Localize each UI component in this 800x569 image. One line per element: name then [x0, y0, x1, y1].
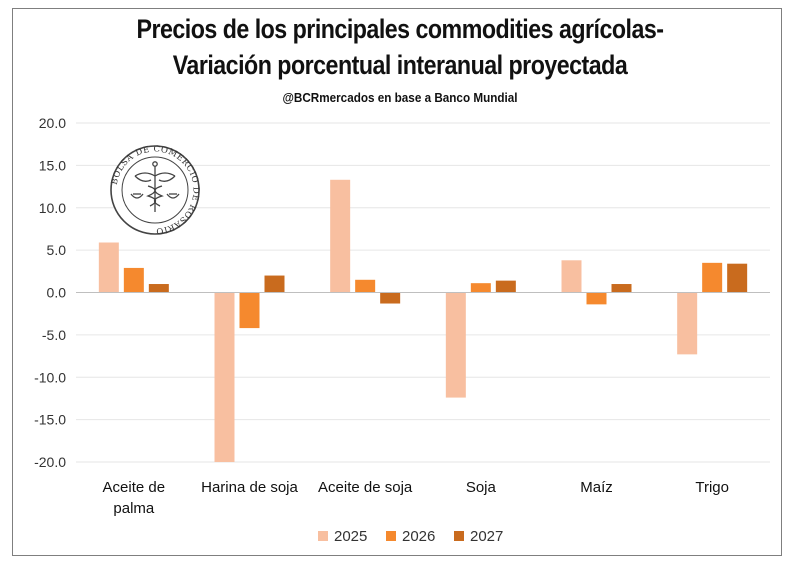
- bar-2025: [561, 260, 582, 293]
- legend-swatch-2026: [386, 531, 396, 541]
- bar-2027: [264, 275, 285, 293]
- category-label: Maíz: [580, 479, 613, 496]
- bar-2025: [214, 292, 235, 462]
- bar-2025: [330, 179, 351, 293]
- legend-label-2026: 2026: [402, 528, 435, 545]
- caduceus-icon: [130, 161, 180, 212]
- y-tick-label: -15.0: [34, 412, 66, 428]
- chart-title-line1: Precios de los principales commodities a…: [136, 14, 664, 44]
- bar-2027: [148, 284, 169, 293]
- bar-2025: [98, 242, 119, 293]
- legend-label-2027: 2027: [470, 528, 503, 545]
- chart-subtitle: @BCRmercados en base a Banco Mundial: [282, 90, 518, 105]
- y-tick-label: 20.0: [39, 115, 66, 131]
- bar-2027: [495, 280, 516, 293]
- bar-2025: [677, 292, 698, 355]
- category-label: Soja: [466, 479, 497, 496]
- category-label: Aceite de soja: [318, 479, 413, 496]
- category-labels: Aceite de palma Harina de soja Aceite de so…: [103, 479, 729, 517]
- bar-2026: [123, 267, 144, 293]
- legend-swatch-2027: [454, 531, 464, 541]
- bar-2026: [355, 279, 376, 293]
- category-label: Aceite de: [103, 479, 166, 496]
- bar-2027: [380, 292, 401, 304]
- category-label: palma: [113, 500, 155, 517]
- legend-swatch-2025: [318, 531, 328, 541]
- bars: [98, 179, 748, 462]
- y-tick-label: 15.0: [39, 157, 66, 173]
- bar-2026: [470, 283, 491, 293]
- bar-2025: [445, 292, 466, 398]
- y-axis-ticks: 20.0 15.0 10.0 5.0 0.0 -5.0 -10.0 -15.0 -20.0: [34, 115, 66, 470]
- y-tick-label: -20.0: [34, 454, 66, 470]
- category-label: Harina de soja: [201, 479, 298, 496]
- bar-2026: [239, 292, 260, 329]
- legend: 2025 2026 2027: [318, 528, 503, 545]
- y-tick-label: 5.0: [47, 242, 67, 258]
- legend-label-2025: 2025: [334, 528, 367, 545]
- bar-2026: [702, 262, 723, 293]
- y-tick-label: -10.0: [34, 369, 66, 385]
- category-label: Trigo: [695, 479, 729, 496]
- chart-title-line2: Variación porcentual interanual proyecta…: [172, 50, 628, 80]
- bcr-seal-logo: BOLSA DE COMERCIO DE ROSARIO: [110, 144, 200, 235]
- y-tick-label: 10.0: [39, 200, 66, 216]
- bar-2026: [586, 292, 607, 305]
- bar-2027: [611, 284, 632, 293]
- y-tick-label: -5.0: [42, 327, 66, 343]
- bar-2027: [727, 263, 748, 293]
- y-tick-label: 0.0: [47, 285, 67, 301]
